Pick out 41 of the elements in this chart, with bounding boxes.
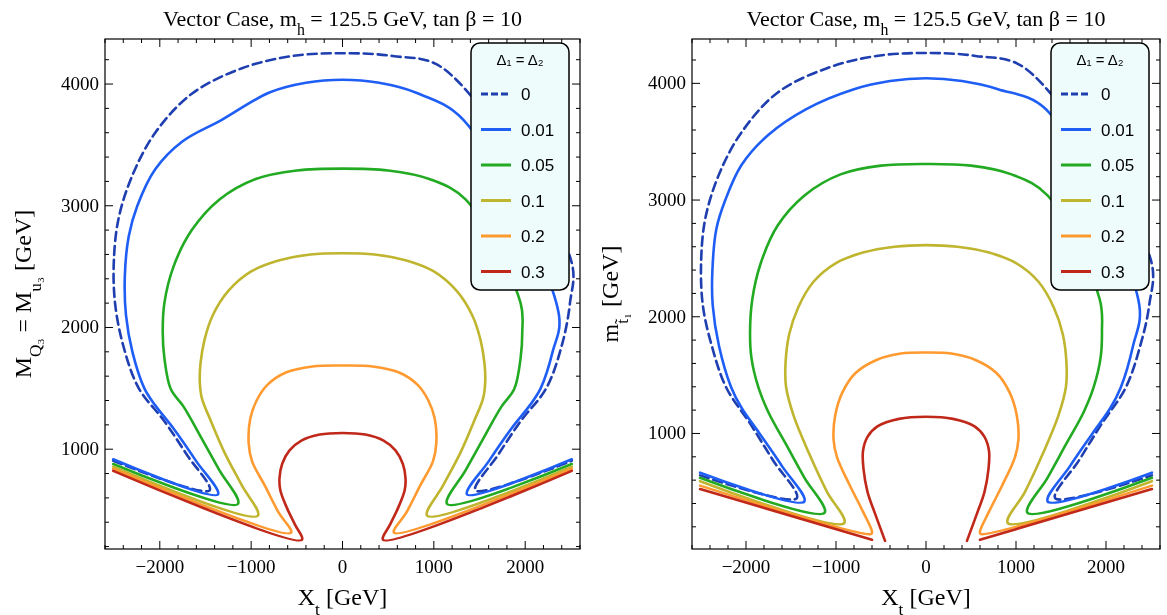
y-tick-label: 1000 <box>61 438 99 460</box>
x-tick-label: 1000 <box>997 556 1035 577</box>
y-tick-label: 2000 <box>61 316 99 338</box>
chart-title: Vector Case, m$_{h}$ = 125.5 GeV, tan β = 10 <box>163 6 522 38</box>
legend-label: 0.3 <box>1101 262 1125 282</box>
line-series <box>698 351 1154 536</box>
legend-label: 0.1 <box>521 191 545 211</box>
legend-label: 0.3 <box>521 262 545 282</box>
x-tick-label: 0 <box>921 556 931 577</box>
x-tick-label: 0 <box>337 556 348 577</box>
y-tick-label: 4000 <box>648 72 686 94</box>
y-tick-label: 3000 <box>648 189 686 211</box>
legend-label: 0.05 <box>1101 156 1135 175</box>
line-series <box>111 364 574 535</box>
x-tick-label: 2000 <box>1087 556 1125 577</box>
legend-label: 0.1 <box>1101 191 1125 211</box>
line-series <box>111 251 574 518</box>
legend-label: 0.01 <box>521 120 555 140</box>
y-tick-label: 1000 <box>648 422 686 444</box>
x-tick-label: −1000 <box>226 556 276 577</box>
legend-label: 0 <box>1101 85 1111 104</box>
legend-label: 0.2 <box>1101 227 1125 246</box>
line-series <box>111 431 574 542</box>
x-tick-label: 1000 <box>414 556 453 577</box>
y-tick-label: 2000 <box>648 305 686 327</box>
y-tick-label: 3000 <box>61 194 99 216</box>
x-axis-title: X$_{t}$ [GeV] <box>297 584 388 615</box>
x-axis-title: X$_{t}$ [GeV] <box>881 584 971 615</box>
line-series <box>698 243 1154 526</box>
chart-title: Vector Case, m$_{h}$ = 125.5 GeV, tan β = 10 <box>746 6 1106 38</box>
x-tick-label: −1000 <box>811 556 861 577</box>
y-tick-label: 4000 <box>61 73 99 95</box>
x-tick-label: −2000 <box>721 556 771 577</box>
x-tick-label: 2000 <box>506 556 545 577</box>
legend-label: 0.05 <box>521 156 555 175</box>
legend-title: Δ₁ = Δ₂ <box>496 51 544 68</box>
x-tick-label: −2000 <box>135 556 185 577</box>
legend-label: 0 <box>521 85 531 104</box>
legend-title: Δ₁ = Δ₂ <box>1076 51 1124 68</box>
legend-label: 0.2 <box>521 227 545 246</box>
legend-label: 0.01 <box>1101 120 1135 140</box>
